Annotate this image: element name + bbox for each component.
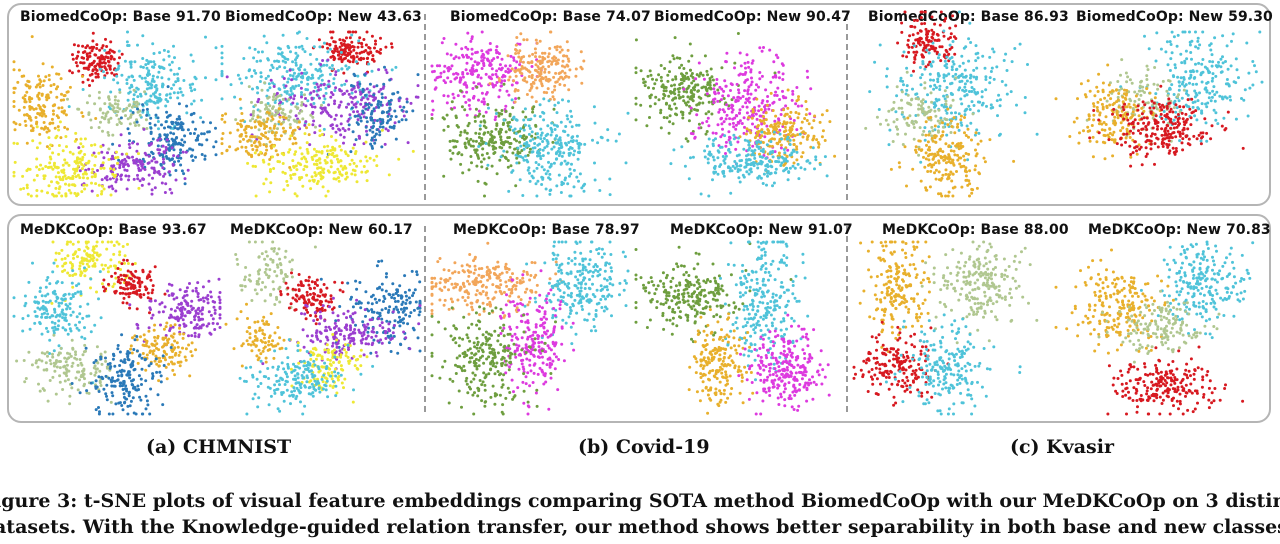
subfigure-label: (b) Covid-19 bbox=[578, 436, 710, 458]
tsne-scatter-plot bbox=[12, 240, 222, 416]
tsne-scatter-plot bbox=[1054, 240, 1255, 416]
plot-title: MeDKCoOp: Base 93.67 bbox=[20, 222, 207, 238]
dataset-separator bbox=[846, 226, 848, 412]
tsne-scatter-plot bbox=[430, 30, 630, 198]
plot-title: BiomedCoOp: New 59.30 bbox=[1076, 9, 1273, 25]
figure-caption-line: atasets. With the Knowledge-guided relat… bbox=[0, 516, 1280, 538]
tsne-scatter-plot bbox=[634, 32, 837, 198]
figure-caption-line: igure 3: t-SNE plots of visual feature e… bbox=[0, 490, 1280, 512]
subfigure-label: (a) CHMNIST bbox=[146, 436, 292, 458]
tsne-scatter-plot bbox=[864, 10, 1039, 198]
tsne-scatter-plot bbox=[852, 240, 1039, 416]
tsne-scatter-plot bbox=[12, 30, 218, 198]
plot-title: BiomedCoOp: Base 91.70 bbox=[20, 9, 221, 25]
baseline-row-panel bbox=[7, 3, 1271, 206]
plot-title: MeDKCoOp: New 70.83 bbox=[1088, 222, 1271, 238]
tsne-scatter-plot bbox=[634, 240, 831, 416]
dataset-separator bbox=[424, 14, 426, 200]
plot-title: BiomedCoOp: New 43.63 bbox=[225, 9, 422, 25]
tsne-scatter-plot bbox=[430, 240, 630, 416]
plot-title: MeDKCoOp: New 60.17 bbox=[230, 222, 413, 238]
dataset-separator bbox=[846, 14, 848, 200]
tsne-scatter-plot bbox=[1054, 30, 1264, 168]
plot-title: MeDKCoOp: Base 88.00 bbox=[882, 222, 1069, 238]
tsne-scatter-plot bbox=[224, 240, 422, 416]
subfigure-label: (c) Kvasir bbox=[1010, 436, 1114, 458]
dataset-separator bbox=[424, 226, 426, 412]
plot-title: BiomedCoOp: New 90.47 bbox=[654, 9, 851, 25]
plot-title: MeDKCoOp: Base 78.97 bbox=[453, 222, 640, 238]
ours-row-panel bbox=[7, 214, 1271, 423]
plot-title: BiomedCoOp: Base 74.07 bbox=[450, 9, 651, 25]
plot-title: MeDKCoOp: New 91.07 bbox=[670, 222, 853, 238]
tsne-scatter-plot bbox=[220, 30, 420, 198]
